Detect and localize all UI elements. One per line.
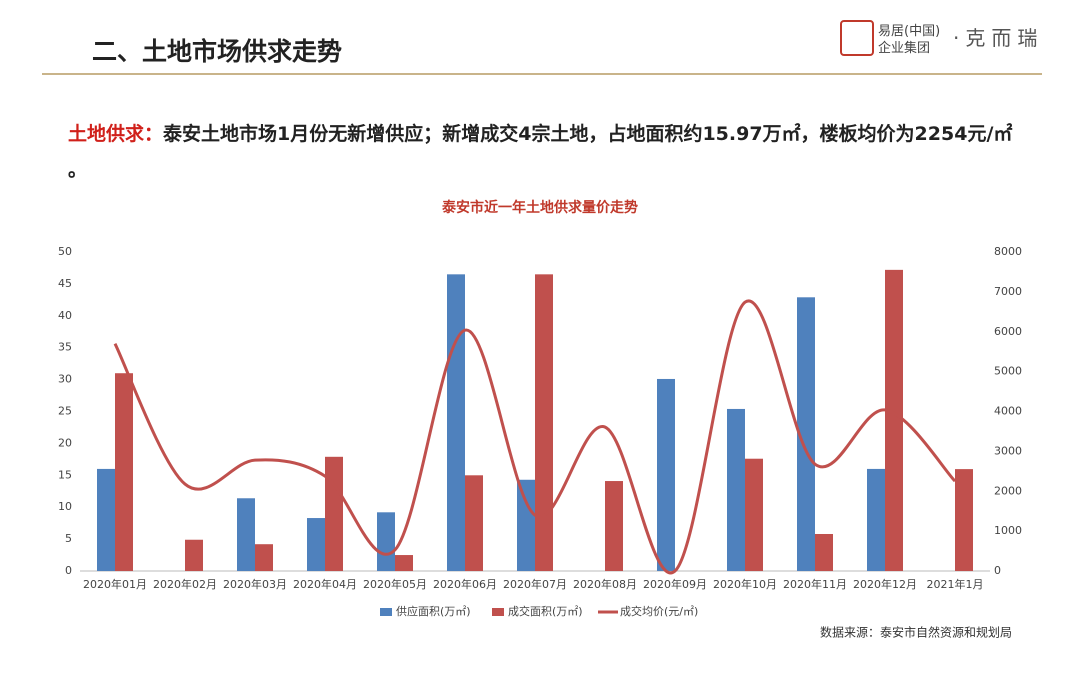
y-tick-label: 50 (58, 245, 72, 258)
x-tick-label: 2020年08月 (573, 577, 637, 591)
chart-title: 泰安市近一年土地供求量价走势 (441, 199, 638, 216)
x-tick-label: 2020年06月 (433, 577, 497, 591)
bar (517, 479, 535, 571)
x-tick-label: 2020年01月 (83, 577, 147, 591)
source: 数据来源：泰安市自然资源和规划局 (820, 625, 1012, 640)
logo-icon (840, 20, 874, 56)
x-tick-label: 2020年03月 (223, 577, 287, 591)
bar (255, 544, 273, 571)
bar (395, 555, 413, 571)
x-tick-label: 2020年07月 (503, 577, 567, 591)
y2-tick-label: 4000 (994, 405, 1022, 418)
y-tick-label: 15 (58, 468, 72, 481)
y-tick-label: 40 (58, 309, 72, 322)
bar (867, 468, 885, 571)
summary-lead: 土地供求： (68, 123, 164, 145)
x-tick-label: 2020年10月 (713, 577, 777, 591)
y-tick-label: 25 (58, 405, 72, 418)
x-tick-label: 2020年11月 (783, 577, 847, 591)
x-tick-label: 2020年09月 (643, 577, 707, 591)
summary: 土地供求：泰安土地市场1月份无新增供应；新增成交4宗土地，占地面积约15.97万… (68, 116, 1028, 188)
bar (185, 539, 203, 571)
bar (307, 518, 325, 571)
legend-swatch (380, 608, 392, 616)
bar (885, 269, 903, 571)
bar (535, 274, 553, 571)
summary-text: 泰安土地市场1月份无新增供应；新增成交4宗土地，占地面积约15.97万㎡，楼板均… (68, 123, 1013, 181)
y-tick-label: 45 (58, 277, 72, 290)
bar (657, 378, 675, 571)
y2-tick-label: 7000 (994, 285, 1022, 298)
y-tick-label: 35 (58, 341, 72, 354)
bar (797, 297, 815, 571)
divider (42, 73, 1042, 75)
bar (745, 458, 763, 571)
bar (97, 468, 115, 571)
line (113, 299, 957, 575)
bar (237, 498, 255, 571)
legend-label: 成交均价(元/㎡) (620, 604, 698, 618)
bar (447, 274, 465, 571)
x-tick-label: 2020年05月 (363, 577, 427, 591)
bar (115, 373, 133, 571)
y-tick-label: 0 (65, 564, 72, 577)
slide-title: 二、土地市场供求走势 (92, 37, 343, 66)
logo-text: ·克而瑞 (953, 26, 1044, 50)
y-tick-label: 10 (58, 500, 72, 513)
bar (955, 469, 973, 571)
logo-text: 易居(中国) (878, 24, 941, 39)
y2-tick-label: 5000 (994, 365, 1022, 378)
logo-text: 企业集团 (878, 41, 931, 56)
y2-tick-label: 8000 (994, 245, 1022, 258)
bar (605, 481, 623, 571)
y2-tick-label: 3000 (994, 444, 1022, 457)
legend-label: 供应面积(万㎡) (396, 604, 471, 618)
bar (377, 512, 395, 571)
legend-label: 成交面积(万㎡) (508, 604, 583, 618)
bar (815, 533, 833, 571)
bar (465, 475, 483, 571)
y2-tick-label: 0 (994, 564, 1001, 577)
x-tick-label: 2020年02月 (153, 577, 217, 591)
legend-swatch (492, 608, 504, 616)
y2-tick-label: 6000 (994, 325, 1022, 338)
bar (727, 408, 745, 571)
x-tick-label: 2020年12月 (853, 577, 917, 591)
y-tick-label: 30 (58, 373, 72, 386)
bar (325, 456, 343, 571)
x-tick-label: 2020年04月 (293, 577, 357, 591)
y2-tick-label: 1000 (994, 524, 1022, 537)
y-tick-label: 5 (65, 532, 72, 545)
x-tick-label: 2021年1月 (927, 577, 984, 591)
y-tick-label: 20 (58, 436, 72, 449)
y2-tick-label: 2000 (994, 484, 1022, 497)
